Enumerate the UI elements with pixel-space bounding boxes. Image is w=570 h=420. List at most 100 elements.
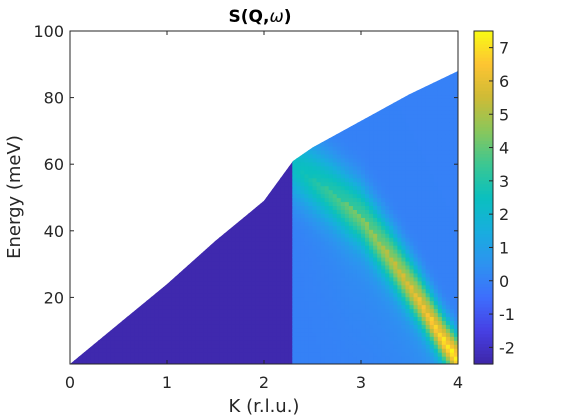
heatmap-cell xyxy=(288,320,293,325)
heatmap-cell xyxy=(288,181,293,187)
heatmap-cell xyxy=(247,272,253,278)
heatmap-cell xyxy=(247,308,253,314)
heatmap-cell xyxy=(219,256,225,262)
heatmap-cell xyxy=(296,260,301,266)
heatmap-cell xyxy=(187,324,192,329)
heatmap-cell xyxy=(90,348,95,353)
heatmap-cell xyxy=(203,336,209,341)
heatmap-cell xyxy=(280,312,285,318)
heatmap-cell xyxy=(110,352,116,357)
heatmap-cell xyxy=(219,336,225,341)
heatmap-cell xyxy=(219,300,225,306)
heatmap-cell xyxy=(171,284,176,290)
heatmap-cell xyxy=(247,284,253,290)
heatmap-cell xyxy=(284,280,289,286)
heatmap-cell xyxy=(243,304,249,310)
heatmap-cell xyxy=(276,356,281,361)
heatmap-cell xyxy=(227,288,233,294)
heatmap-cell xyxy=(259,241,265,246)
heatmap-cell xyxy=(276,320,281,325)
heatmap-cell xyxy=(231,237,237,242)
heatmap-cell xyxy=(259,320,265,325)
heatmap-cell xyxy=(300,324,306,329)
heatmap-cell xyxy=(183,320,188,325)
heatmap-cell xyxy=(268,308,273,314)
heatmap-cell xyxy=(154,356,160,361)
heatmap-cell xyxy=(207,300,213,306)
heatmap-cell xyxy=(272,328,277,333)
heatmap-cell xyxy=(296,344,301,349)
heatmap-cell xyxy=(296,217,301,222)
heatmap-cell xyxy=(98,340,103,345)
heatmap-cell xyxy=(264,241,269,246)
heatmap-cell xyxy=(78,360,83,364)
heatmap-cell xyxy=(126,332,132,337)
heatmap-cell xyxy=(255,233,261,238)
heatmap-cell xyxy=(251,288,257,294)
heatmap-cell xyxy=(203,356,209,361)
heatmap-cell xyxy=(142,328,148,333)
heatmap-cell xyxy=(280,328,285,333)
heatmap-cell xyxy=(215,344,221,349)
heatmap-cell xyxy=(247,241,253,246)
heatmap-cell xyxy=(308,233,314,238)
heatmap-cell xyxy=(272,229,277,234)
heatmap-cell xyxy=(276,352,281,357)
heatmap-cell xyxy=(138,336,144,341)
heatmap-cell xyxy=(171,356,176,361)
heatmap-cell xyxy=(239,221,245,226)
heatmap-cell xyxy=(272,237,277,242)
heatmap-cell xyxy=(90,344,95,349)
heatmap-cell xyxy=(183,328,188,333)
heatmap-cell xyxy=(235,336,241,341)
heatmap-cell xyxy=(268,197,273,203)
heatmap-cell xyxy=(231,284,237,290)
heatmap-cell xyxy=(268,260,273,266)
heatmap-cell xyxy=(235,288,241,294)
heatmap-cell xyxy=(223,249,229,254)
heatmap-cell xyxy=(207,253,213,258)
heatmap-cell xyxy=(284,229,289,234)
heatmap-cell xyxy=(203,249,209,254)
heatmap-cell xyxy=(106,352,112,357)
heatmap-cell xyxy=(203,268,209,274)
heatmap-cell xyxy=(288,256,293,262)
heatmap-cell xyxy=(304,221,310,226)
heatmap-cell xyxy=(276,241,281,246)
heatmap-cell xyxy=(195,296,200,302)
heatmap-cell xyxy=(158,340,164,345)
heatmap-cell xyxy=(231,352,237,357)
heatmap-cell xyxy=(259,209,265,214)
heatmap-cell xyxy=(146,348,152,353)
heatmap-cell xyxy=(292,320,297,325)
heatmap-cell xyxy=(183,316,188,321)
heatmap-cell xyxy=(158,332,164,337)
heatmap-cell xyxy=(272,324,277,329)
heatmap-cell xyxy=(195,256,200,262)
heatmap-cell xyxy=(227,245,233,250)
heatmap-cell xyxy=(171,296,176,302)
heatmap-cell xyxy=(280,249,285,254)
heatmap-cell xyxy=(219,352,225,357)
heatmap-cell xyxy=(207,276,213,282)
heatmap-cell xyxy=(280,344,285,349)
heatmap-cell xyxy=(207,316,213,321)
heatmap-cell xyxy=(239,268,245,274)
heatmap-cell xyxy=(243,296,249,302)
heatmap-cell xyxy=(308,324,314,329)
heatmap-cell xyxy=(272,221,277,226)
heatmap-cell xyxy=(247,264,253,270)
heatmap-cell xyxy=(247,336,253,341)
heatmap-cell xyxy=(94,356,99,361)
heatmap-cell xyxy=(280,360,285,364)
heatmap-cell xyxy=(255,280,261,286)
heatmap-cell xyxy=(288,316,293,321)
heatmap-cell xyxy=(199,308,204,314)
heatmap-cell xyxy=(138,352,144,357)
heatmap-cell xyxy=(231,356,237,361)
heatmap-cell xyxy=(264,197,269,203)
heatmap-cell xyxy=(171,300,176,306)
heatmap-cell xyxy=(288,177,293,183)
heatmap-cell xyxy=(284,284,289,290)
heatmap-cell xyxy=(138,360,144,364)
